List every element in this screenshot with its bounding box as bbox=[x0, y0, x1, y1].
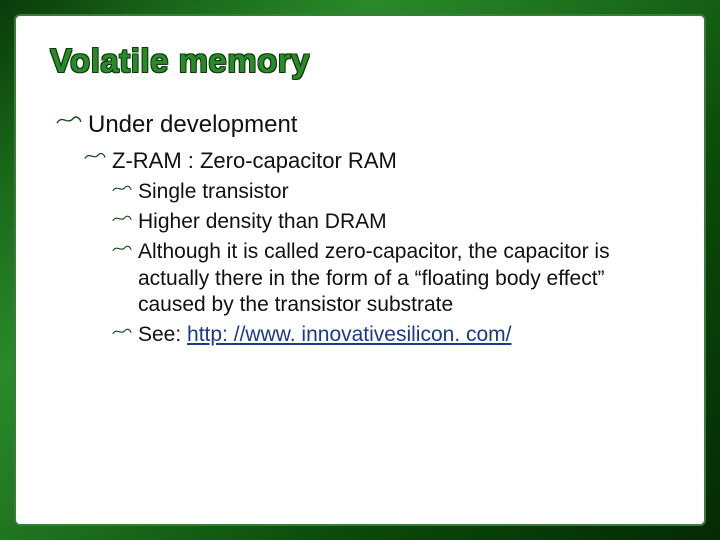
bullet-flourish-icon bbox=[112, 322, 132, 341]
list-item: See: http: //www. innovativesilicon. com… bbox=[112, 322, 670, 349]
list-item: Higher density than DRAM bbox=[112, 209, 670, 236]
list-item-text: See: http: //www. innovativesilicon. com… bbox=[138, 322, 512, 349]
list-item: Single transistor bbox=[112, 179, 670, 206]
list-item-text: Z-RAM : Zero-capacitor RAM bbox=[112, 147, 397, 175]
external-link[interactable]: http: //www. innovativesilicon. com/ bbox=[187, 323, 511, 346]
list-item-text: Single transistor bbox=[138, 179, 289, 206]
bullet-flourish-icon bbox=[112, 209, 132, 228]
bullet-flourish-icon bbox=[112, 239, 132, 258]
list-item-text: Under development bbox=[88, 110, 297, 141]
list-item-text: Higher density than DRAM bbox=[138, 209, 387, 236]
list-item: Although it is called zero-capacitor, th… bbox=[112, 239, 670, 320]
list-item-text: Although it is called zero-capacitor, th… bbox=[138, 239, 670, 320]
list-item: Z-RAM : Zero-capacitor RAM bbox=[84, 147, 670, 175]
list-item: Under development bbox=[56, 110, 670, 141]
bullet-flourish-icon bbox=[56, 110, 82, 129]
bullet-flourish-icon bbox=[84, 147, 106, 166]
slide-title: Volatile memory bbox=[50, 42, 670, 80]
see-label: See: bbox=[138, 323, 187, 346]
slide-frame: Volatile memory Under development Z-RAM … bbox=[14, 14, 706, 526]
bullet-flourish-icon bbox=[112, 179, 132, 198]
